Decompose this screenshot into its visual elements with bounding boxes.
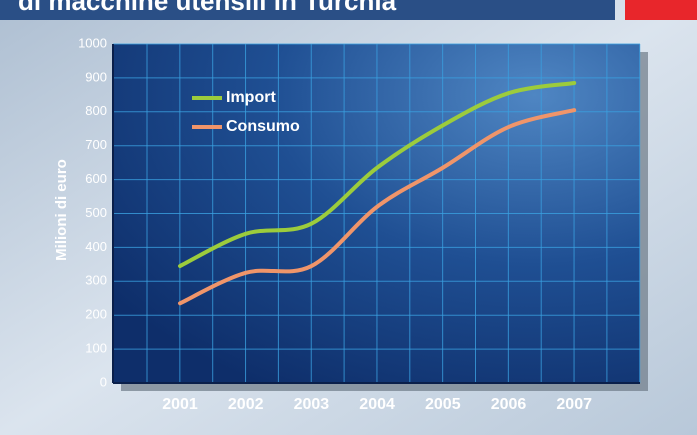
y-tick-label: 700 [85,137,107,152]
legend-label: Consumo [226,118,300,135]
legend-label: Import [226,89,276,106]
title-bar [0,0,615,20]
y-tick-label: 400 [85,239,107,254]
y-tick-label: 200 [85,307,107,322]
y-axis-label: Milioni di euro [53,159,70,261]
x-tick-label: 2001 [162,396,198,413]
y-tick-label: 500 [85,205,107,220]
y-tick-label: 800 [85,103,107,118]
y-tick-label: 600 [85,171,107,186]
line [178,108,577,306]
x-tick-label: 2003 [294,396,330,413]
x-tick-label: 2007 [556,396,592,413]
y-tick-label: 100 [85,341,107,356]
x-tick-label: 2002 [228,396,264,413]
x-tick-label: 2006 [491,396,527,413]
y-tick-label: 300 [85,273,107,288]
x-tick-label: 2005 [425,396,461,413]
line [178,80,577,269]
red-tab [625,0,697,20]
chart-title: di macchine utensili in Turchia [18,0,397,16]
x-tick-label: 2004 [359,396,395,413]
y-tick-label: 900 [85,69,107,84]
y-tick-label: 0 [100,374,107,389]
y-tick-label: 1000 [78,35,107,50]
